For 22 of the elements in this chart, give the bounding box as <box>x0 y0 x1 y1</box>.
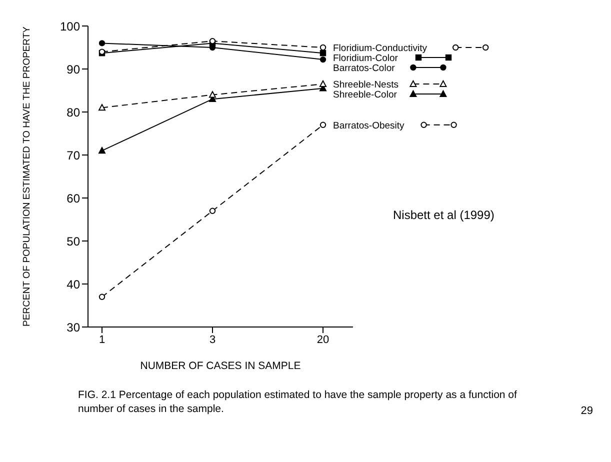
legend-label: Barratos-Color <box>333 63 395 74</box>
y-axis-title: PERCENT OF POPULATION ESTIMATED TO HAVE THE PROPERTY <box>21 26 32 327</box>
series-label: Floridium-Conductivity <box>333 43 428 54</box>
y-tick-label: 70 <box>66 148 80 162</box>
x-axis-title: NUMBER OF CASES IN SAMPLE <box>140 360 301 372</box>
y-tick-label: 50 <box>66 234 80 248</box>
y-tick-label: 60 <box>66 191 80 206</box>
y-tick-label: 30 <box>66 320 80 334</box>
text: Nisbett et al (1999) <box>393 208 494 222</box>
caption: FIG. 2.1 Percentage of each population estimated to have the sample property as a function of number of cases in the sample. <box>78 389 518 416</box>
x-tick-label: 1 <box>98 334 106 346</box>
y-tick-label: 80 <box>66 105 80 120</box>
legend-label: Barratos-Obesity <box>333 120 405 132</box>
x-tick-label: 20 <box>316 334 330 346</box>
y-tick-label: 90 <box>66 62 80 76</box>
legend-label: Floridium-Color <box>333 53 398 64</box>
x-tick-label: 3 <box>209 334 216 346</box>
legend-label: Shreeble-Color <box>333 90 397 101</box>
text: 29 <box>580 405 593 417</box>
y-tick-label: 100 <box>60 19 80 34</box>
y-tick-label: 40 <box>66 277 80 292</box>
legend-label: Shreeble-Nests <box>333 80 399 91</box>
